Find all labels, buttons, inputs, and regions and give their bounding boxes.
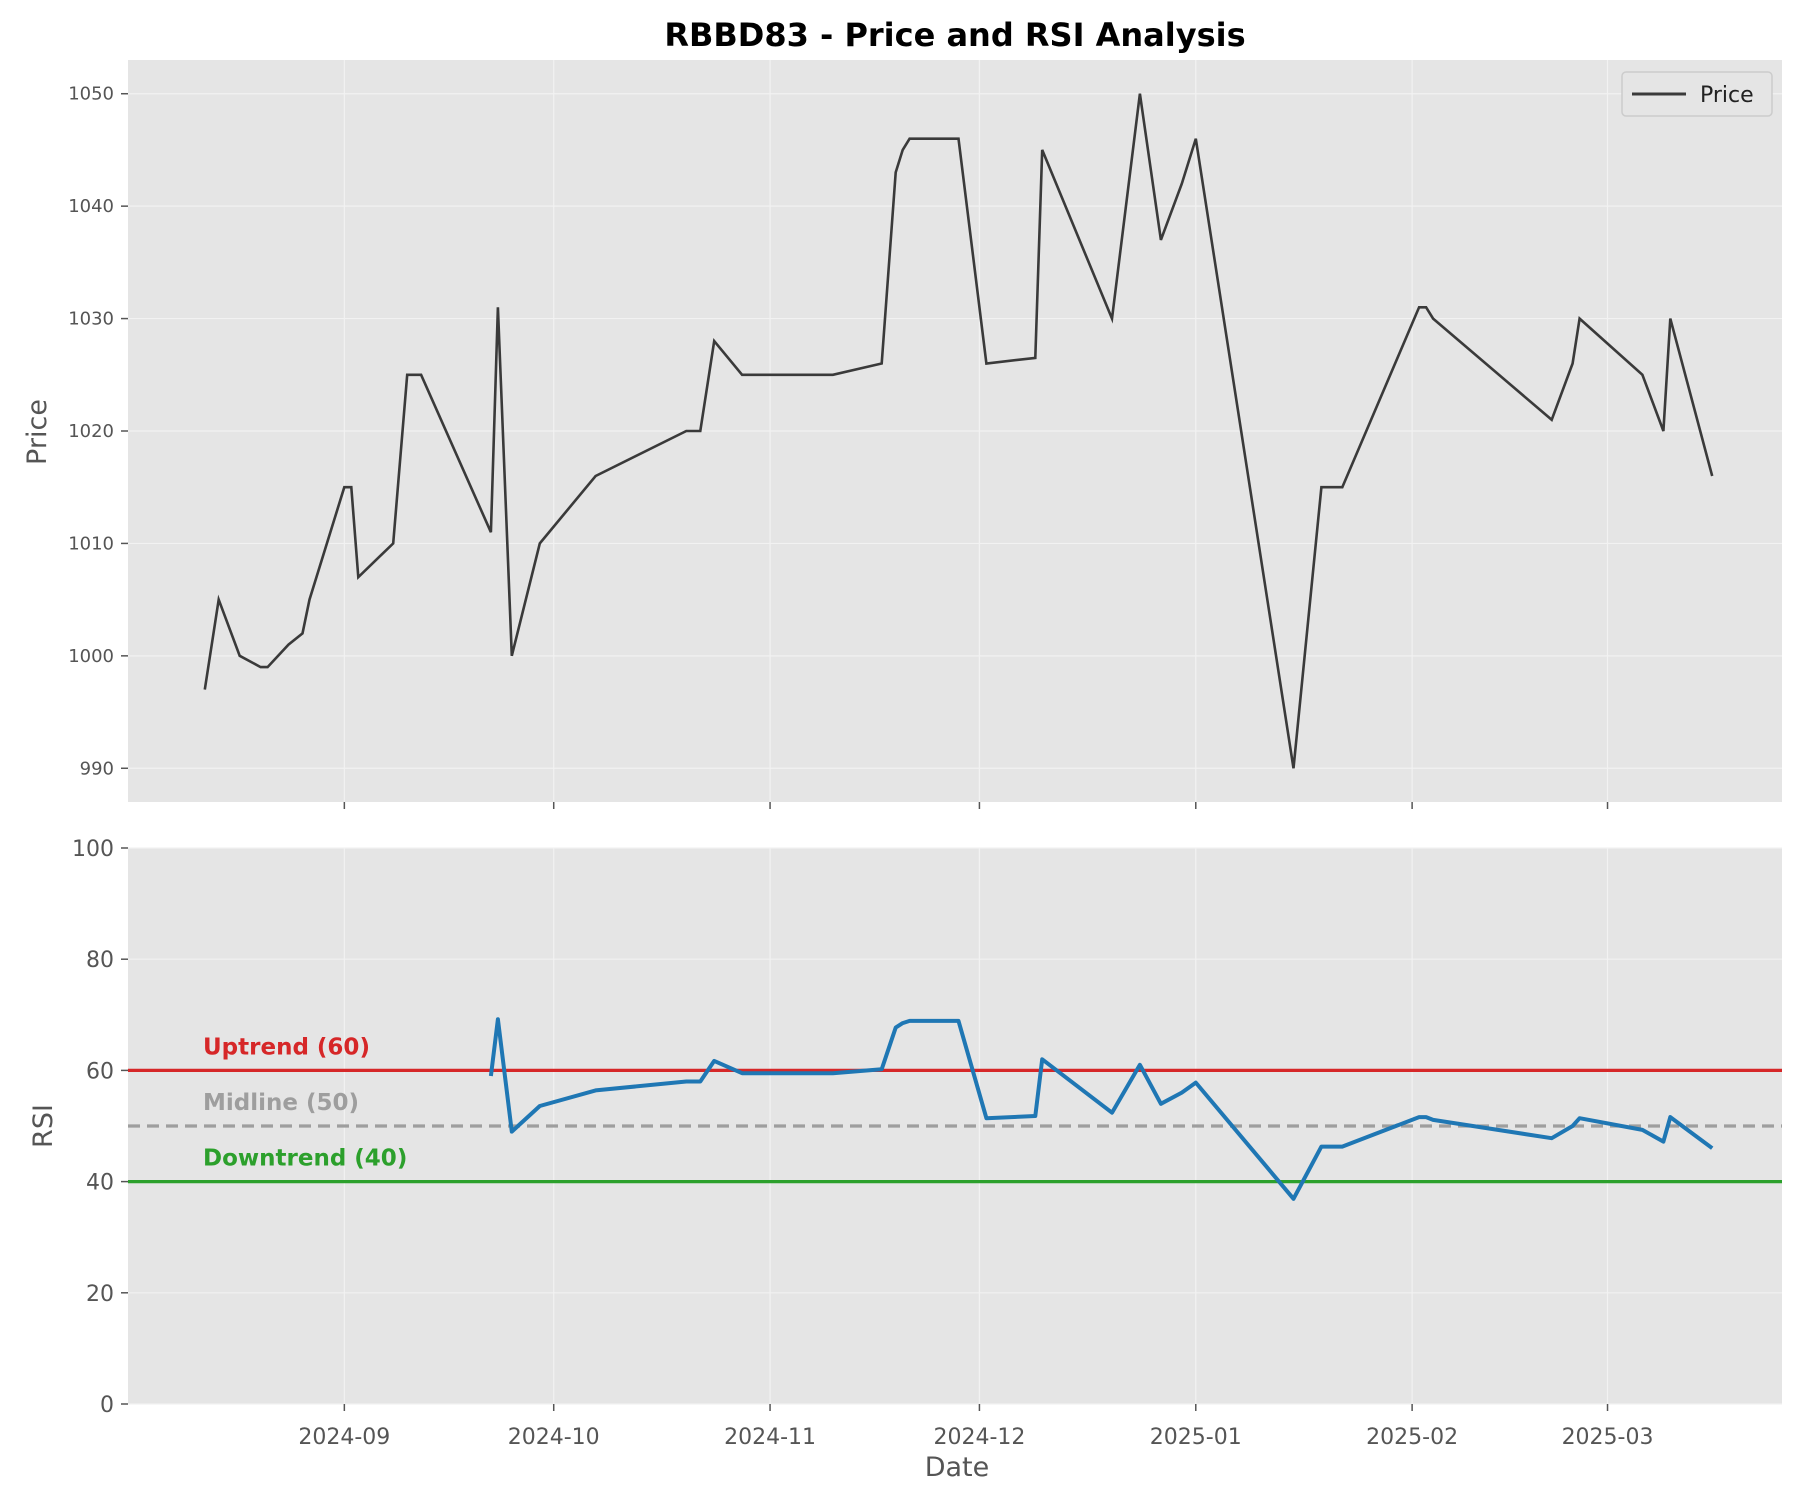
rsi-panel: 0 20 40 60 80 100 2024-09 2024-10 2024-11 2024-1… [28, 837, 1782, 1483]
rsi-x-tick-labels: 2024-09 2024-10 2024-11 2024-12 2025-01 2025-… [298, 1404, 1653, 1450]
price-panel: 990 1000 1010 1020 1030 1040 1050 Price Price [22, 60, 1782, 809]
price-y-axis-label: Price [22, 399, 53, 465]
rsi-y-tick-label: 40 [86, 1171, 114, 1196]
rsi-y-tick-label: 100 [72, 837, 114, 862]
x-tick-label: 2024-10 [508, 1425, 600, 1450]
rsi-line [488, 1017, 1714, 1201]
x-axis-label: Date [925, 1452, 990, 1483]
rsi-y-tick-label: 20 [86, 1282, 114, 1307]
rsi-y-tick-label: 60 [86, 1059, 114, 1084]
price-y-tick-label: 1010 [68, 533, 114, 554]
x-tick-label: 2025-02 [1366, 1425, 1458, 1450]
x-tick-label: 2024-12 [933, 1425, 1025, 1450]
legend-price-label: Price [1700, 83, 1754, 108]
rsi-ref-label-60: Uptrend (60) [203, 1034, 370, 1060]
rsi-ref-label-40: Downtrend (40) [203, 1146, 407, 1172]
x-tick-label: 2025-03 [1562, 1425, 1654, 1450]
rsi-reference-lines: Uptrend (60) Midline (50) Downtrend (40) [128, 1034, 1782, 1184]
x-tick-label: 2024-09 [298, 1425, 390, 1450]
price-series [203, 93, 1714, 769]
x-tick-label: 2024-11 [724, 1425, 816, 1450]
rsi-y-axis-label: RSI [28, 1104, 59, 1148]
price-y-tick-label: 990 [80, 758, 114, 779]
price-x-tick-marks [343, 802, 1609, 809]
price-line [203, 93, 1714, 769]
rsi-y-tick-label: 80 [86, 948, 114, 973]
price-legend: Price [1621, 71, 1773, 117]
x-tick-label: 2025-01 [1150, 1425, 1242, 1450]
price-gridlines [128, 60, 1782, 802]
rsi-y-tick-label: 0 [100, 1393, 114, 1418]
price-y-tick-label: 1020 [68, 421, 114, 442]
price-y-tick-labels: 990 1000 1010 1020 1030 1040 1050 [68, 84, 128, 779]
price-y-tick-label: 1050 [68, 84, 114, 105]
price-y-tick-label: 1040 [68, 196, 114, 217]
price-y-tick-label: 1030 [68, 309, 114, 330]
price-y-tick-label: 1000 [68, 646, 114, 667]
legend-box [1621, 71, 1773, 117]
rsi-ref-label-50: Midline (50) [203, 1090, 359, 1116]
rsi-series [488, 1017, 1714, 1201]
chart-title: RBBD83 - Price and RSI Analysis [664, 16, 1245, 54]
rsi-y-tick-labels: 0 20 40 60 80 100 [72, 837, 128, 1418]
